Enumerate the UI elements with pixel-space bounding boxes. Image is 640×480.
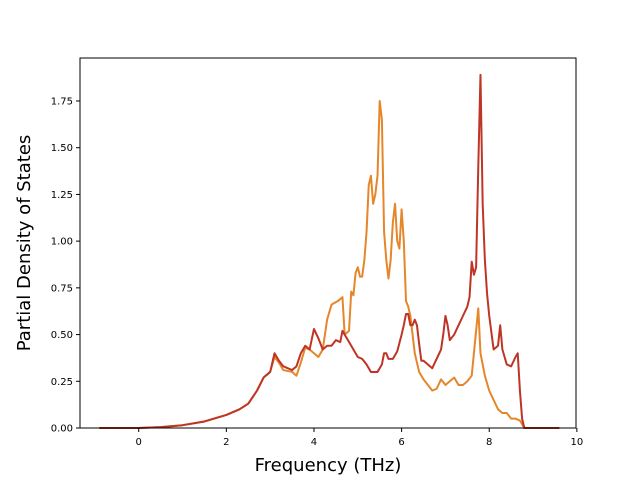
x-tick-label: 6 [398, 437, 404, 448]
x-axis-label: Frequency (THz) [255, 455, 402, 476]
y-axis: 0.00 0.25 0.50 0.75 1.00 1.25 1.50 1.75 [51, 96, 80, 435]
y-tick-label: 1.00 [51, 237, 73, 248]
y-axis-label: Partial Density of States [14, 135, 35, 352]
y-tick-label: 1.25 [51, 190, 73, 201]
y-tick-label: 1.75 [51, 96, 73, 107]
y-tick-label: 0.75 [51, 283, 73, 294]
y-tick-label: 0.25 [51, 377, 73, 388]
x-tick-label: 10 [571, 437, 584, 448]
y-tick-label: 0.50 [51, 330, 73, 341]
x-tick-label: 4 [311, 437, 317, 448]
plot-area [79, 57, 577, 429]
y-tick-label: 1.50 [51, 143, 73, 154]
series-layer [99, 73, 560, 429]
x-tick-label: 8 [486, 437, 492, 448]
x-tick-label: 0 [136, 437, 142, 448]
x-tick-label: 2 [223, 437, 229, 448]
y-tick-label: 0.00 [51, 424, 73, 435]
series-line-1 [99, 99, 560, 429]
axes-frame [79, 57, 577, 429]
x-axis: 0 2 4 6 8 10 [136, 428, 584, 448]
series-line-2 [99, 73, 560, 429]
